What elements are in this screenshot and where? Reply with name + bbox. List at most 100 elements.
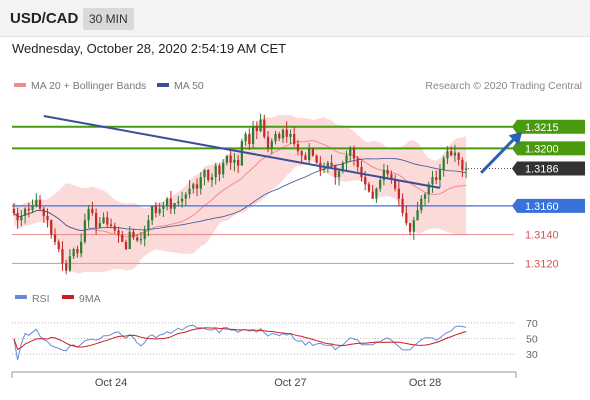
level-lines-layer: 1.3215 1.3200 1.3186 1.3160 1.3140 1.3120 [12, 119, 585, 270]
candle [128, 226, 131, 250]
candle-body [427, 184, 430, 195]
candle-body [401, 198, 404, 214]
candle [412, 216, 415, 240]
candle [139, 232, 143, 245]
candle [109, 218, 113, 229]
candle-body [50, 220, 53, 235]
candle-body [360, 167, 363, 178]
candle [173, 202, 176, 215]
candle-body [106, 217, 109, 225]
candle [465, 162, 468, 179]
candle [341, 160, 344, 174]
level-label-1-3140: 1.3140 [525, 230, 559, 242]
candle-body [457, 152, 460, 160]
candle [42, 206, 45, 223]
candle-body [322, 168, 326, 170]
candle-body [121, 234, 124, 242]
candle [12, 203, 15, 216]
x-tick-oct-27: Oct 27 [274, 377, 306, 389]
candle-body [248, 133, 251, 145]
candle [251, 120, 255, 149]
candle [356, 155, 359, 172]
candle [244, 131, 247, 146]
candle [446, 146, 449, 164]
candle-body [27, 208, 30, 211]
candle-body [330, 162, 333, 166]
candle-body [281, 129, 285, 139]
candle [83, 213, 87, 244]
candle [330, 154, 333, 169]
candle-body [431, 177, 434, 185]
candle-body [218, 165, 221, 175]
candle [53, 228, 57, 246]
level-label-1-3200: 1.3200 [525, 143, 559, 155]
level-tag-pointer [512, 141, 517, 156]
candle [270, 138, 273, 155]
candle [382, 163, 386, 186]
candle [180, 191, 184, 208]
rsi-tick-50: 50 [526, 334, 538, 346]
candle-body [94, 213, 98, 228]
candle [293, 127, 296, 147]
candle [300, 150, 303, 164]
candle [278, 131, 281, 142]
candle-body [255, 126, 258, 132]
candle [405, 205, 408, 226]
candle-body [270, 141, 273, 149]
candle-body [177, 201, 180, 204]
candle-body [367, 184, 371, 192]
candle [289, 129, 292, 144]
candle [38, 195, 42, 211]
legend-ma20: MA 20 + Bollinger Bands [14, 80, 146, 92]
candle-body [315, 155, 318, 163]
candle-body [308, 148, 311, 160]
candle-body [128, 231, 131, 250]
candle [177, 195, 180, 207]
candle-body [20, 215, 23, 221]
candle-body [285, 129, 288, 137]
candle [136, 233, 139, 243]
candle-body [251, 126, 255, 145]
candle [371, 184, 374, 199]
timeframe-button[interactable]: 30 MIN [83, 8, 134, 30]
candle [386, 164, 389, 178]
candle [23, 207, 27, 224]
candle [113, 222, 116, 234]
candle [225, 155, 229, 166]
candle [401, 193, 404, 217]
candle-body [165, 198, 169, 206]
candle [121, 230, 124, 243]
level-label-1-3160: 1.3160 [525, 201, 559, 213]
candle [435, 170, 438, 185]
candle-body [293, 133, 296, 145]
rsi-line [13, 324, 467, 361]
candle-body [379, 179, 382, 189]
candle-body [442, 158, 445, 170]
candle [352, 145, 356, 166]
candle [94, 208, 98, 235]
candle [453, 144, 457, 162]
candle-body [390, 174, 393, 180]
candle-body [87, 208, 90, 221]
candle-body [113, 226, 116, 231]
candle [390, 170, 393, 184]
candle-body [453, 152, 457, 156]
candle-body [237, 159, 240, 166]
candle [80, 233, 83, 258]
candle-body [382, 169, 386, 180]
candle [397, 180, 400, 207]
candle [218, 163, 221, 182]
candle-body [386, 169, 389, 175]
trendline [43, 114, 441, 189]
x-tick-oct-24: Oct 24 [95, 377, 127, 389]
ma20-line [13, 139, 467, 238]
candle [50, 219, 53, 239]
level-tag-pointer [512, 198, 517, 213]
candle [203, 169, 206, 186]
candle [442, 155, 445, 177]
candle [337, 168, 341, 186]
candle-body [42, 208, 45, 216]
candle [420, 195, 423, 214]
candle [76, 245, 79, 258]
candle [229, 149, 232, 170]
